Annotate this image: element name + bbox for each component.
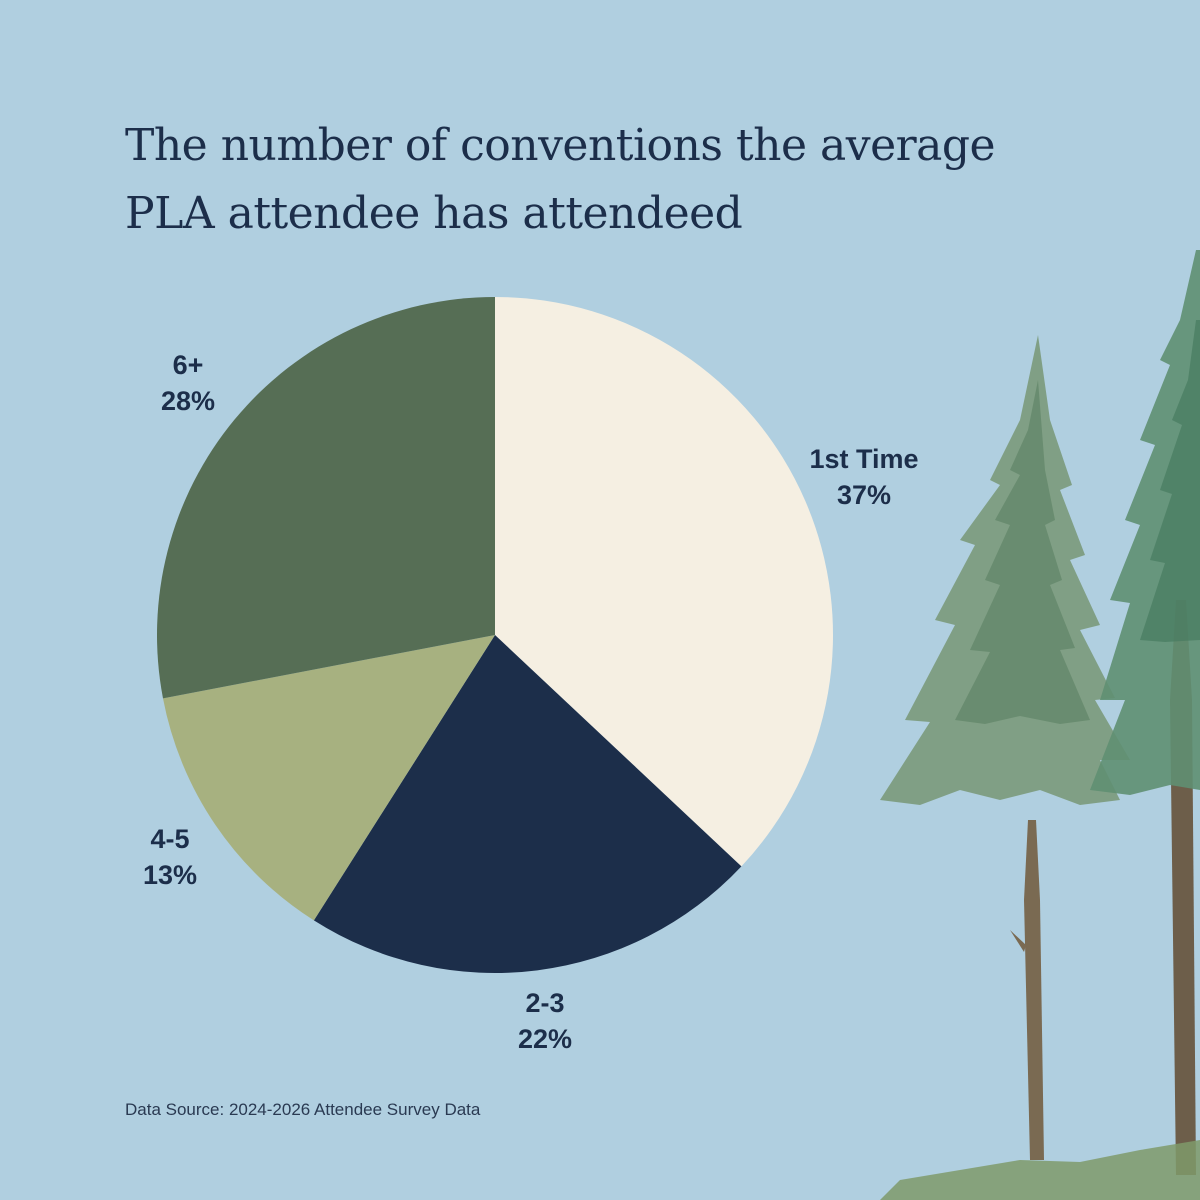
chart-title-line-2: PLA attendee has attendeed (125, 188, 743, 239)
pie-slice-4-5 (162, 635, 495, 921)
tree-right (1090, 250, 1200, 1175)
slice-label-4-5-name: 4-5 (150, 824, 190, 854)
tree-left (880, 335, 1130, 1160)
slice-label-4-5: 4-5 13% (80, 821, 260, 893)
slice-label-6-plus-name: 6+ (172, 350, 204, 380)
slice-label-2-3-value: 22% (517, 1024, 573, 1054)
data-source-note: Data Source: 2024-2026 Attendee Survey D… (125, 1100, 481, 1119)
pie-slice-6 (156, 297, 495, 699)
slice-label-1st-time: 1st Time 37% (774, 441, 954, 513)
slice-label-4-5-value: 13% (142, 860, 198, 890)
chart-title-line-1: The number of conventions the average (125, 120, 996, 171)
chart-title: The number of conventions the average PL… (125, 112, 1085, 248)
slice-label-1st-time-value: 37% (836, 480, 892, 510)
slice-label-2-3-name: 2-3 (525, 988, 565, 1018)
grass (880, 1140, 1200, 1200)
slice-label-6-plus: 6+ 28% (98, 347, 278, 419)
slice-label-6-plus-value: 28% (160, 386, 216, 416)
pie-slice-2-3 (313, 635, 742, 973)
slice-label-1st-time-name: 1st Time (809, 444, 919, 474)
pie-slice-1st-time (495, 297, 833, 867)
slice-label-2-3: 2-3 22% (455, 985, 635, 1057)
